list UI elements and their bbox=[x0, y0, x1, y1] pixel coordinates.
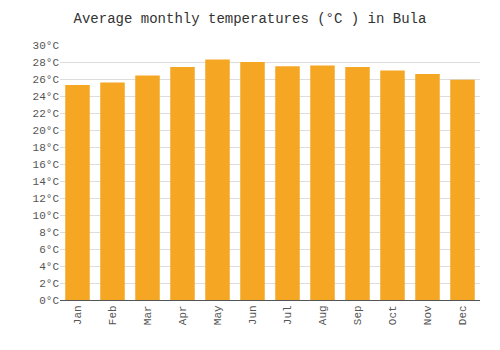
svg-text:Average monthly temperatures (: Average monthly temperatures (°C ) in Bu… bbox=[74, 11, 427, 27]
svg-text:Oct: Oct bbox=[387, 305, 399, 325]
svg-text:4°C: 4°C bbox=[39, 261, 59, 273]
svg-text:16°C: 16°C bbox=[33, 159, 60, 171]
svg-text:2°C: 2°C bbox=[39, 278, 59, 290]
svg-text:Jan: Jan bbox=[72, 305, 84, 325]
svg-text:Feb: Feb bbox=[107, 305, 119, 325]
svg-text:Mar: Mar bbox=[142, 305, 154, 325]
svg-text:Sep: Sep bbox=[352, 305, 364, 325]
svg-text:22°C: 22°C bbox=[33, 108, 60, 120]
svg-text:20°C: 20°C bbox=[33, 125, 60, 137]
svg-text:18°C: 18°C bbox=[33, 142, 60, 154]
svg-text:26°C: 26°C bbox=[33, 74, 60, 86]
svg-text:Apr: Apr bbox=[177, 305, 189, 325]
svg-text:10°C: 10°C bbox=[33, 210, 60, 222]
svg-text:24°C: 24°C bbox=[33, 91, 60, 103]
svg-text:0°C: 0°C bbox=[39, 295, 59, 307]
svg-text:28°C: 28°C bbox=[33, 57, 60, 69]
svg-text:May: May bbox=[212, 305, 224, 325]
svg-text:6°C: 6°C bbox=[39, 244, 59, 256]
svg-text:Dec: Dec bbox=[457, 305, 469, 325]
svg-text:Aug: Aug bbox=[317, 305, 329, 325]
svg-text:14°C: 14°C bbox=[33, 176, 60, 188]
svg-text:Jun: Jun bbox=[247, 305, 259, 325]
svg-text:Jul: Jul bbox=[282, 305, 294, 325]
svg-text:Nov: Nov bbox=[422, 305, 434, 325]
svg-text:12°C: 12°C bbox=[33, 193, 60, 205]
svg-text:8°C: 8°C bbox=[39, 227, 59, 239]
svg-text:30°C: 30°C bbox=[33, 40, 60, 52]
